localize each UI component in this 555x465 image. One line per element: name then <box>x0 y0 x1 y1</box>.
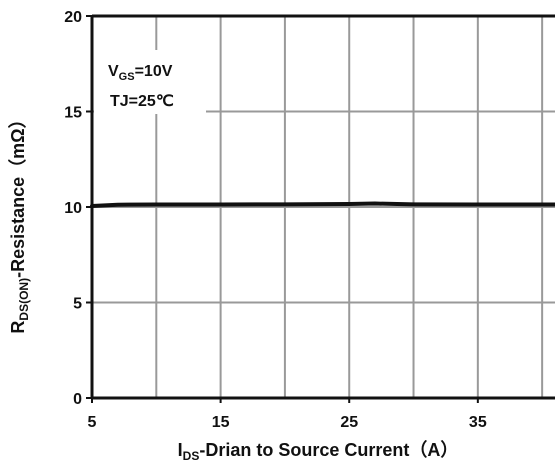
series-layer <box>90 201 555 209</box>
annotation-mask <box>94 88 206 114</box>
y-tick-label: 20 <box>64 9 82 26</box>
x-axis-title: IDS-Drian to Source Current（A） <box>178 440 459 463</box>
x-tick-label: 25 <box>340 414 358 431</box>
annotation-text: VGS=10V <box>108 63 173 83</box>
grid-lines <box>92 16 555 398</box>
plot-frame <box>86 14 555 403</box>
y-tick-label: 15 <box>64 105 82 122</box>
axis-titles: IDS-Drian to Source Current（A） RDS(ON)-Re… <box>8 110 458 463</box>
x-tick-label: 15 <box>212 414 230 431</box>
y-tick-label: 5 <box>73 296 82 313</box>
y-tick-label: 0 <box>73 391 82 408</box>
y-axis-title: RDS(ON)-Resistance（mΩ） <box>8 110 31 333</box>
y-tick-label: 10 <box>64 200 82 217</box>
series-line <box>90 201 555 209</box>
annotations: VGS=10V TJ=25℃ <box>108 63 174 110</box>
annotation-mask <box>94 50 212 88</box>
annotation-text: TJ=25℃ <box>110 93 174 110</box>
x-tick-label: 5 <box>88 414 97 431</box>
x-tick-label: 35 <box>469 414 487 431</box>
